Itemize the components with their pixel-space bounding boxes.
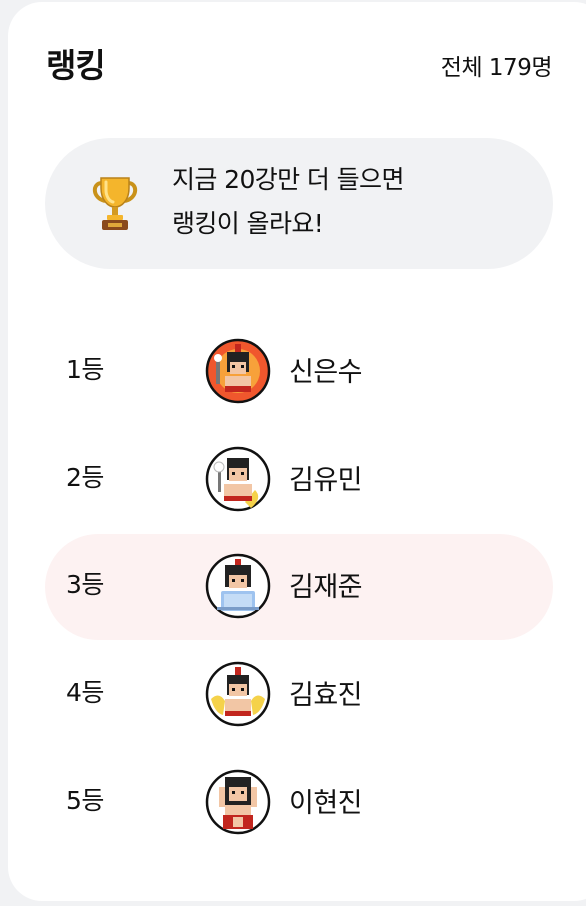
trophy-icon xyxy=(92,177,138,230)
ranking-row[interactable]: 4등 김효진 xyxy=(45,642,553,748)
rank-label: 5등 xyxy=(66,786,104,815)
rank-label: 1등 xyxy=(66,355,104,384)
ranking-notice-banner: 지금 20강만 더 들으면 랭킹이 올라요! xyxy=(45,138,553,269)
page-title: 랭킹 xyxy=(46,46,106,85)
rank-label: 3등 xyxy=(66,570,104,599)
user-name: 신은수 xyxy=(289,357,363,388)
rank-label: 4등 xyxy=(66,678,104,707)
user-name: 김효진 xyxy=(289,680,363,711)
avatar xyxy=(205,338,271,404)
user-name: 김유민 xyxy=(289,465,363,496)
ranking-row[interactable]: 1등 신은수 xyxy=(45,319,553,425)
ranking-row-current-user[interactable]: 3등 김재준 xyxy=(45,534,553,640)
notice-line-1: 지금 20강만 더 들으면 xyxy=(172,165,404,194)
avatar xyxy=(205,446,271,512)
avatar xyxy=(205,769,271,835)
rank-label: 2등 xyxy=(66,463,104,492)
ranking-header: 랭킹 전체 179명 xyxy=(0,0,586,120)
notice-line-2: 랭킹이 올라요! xyxy=(172,209,324,238)
user-name: 이현진 xyxy=(289,788,363,819)
avatar xyxy=(205,553,271,619)
ranking-row[interactable]: 2등 김유민 xyxy=(45,427,553,533)
avatar xyxy=(205,661,271,727)
ranking-row[interactable]: 5등 이현진 xyxy=(45,750,553,856)
user-name: 김재준 xyxy=(289,572,363,603)
total-count: 전체 179명 xyxy=(440,55,553,81)
